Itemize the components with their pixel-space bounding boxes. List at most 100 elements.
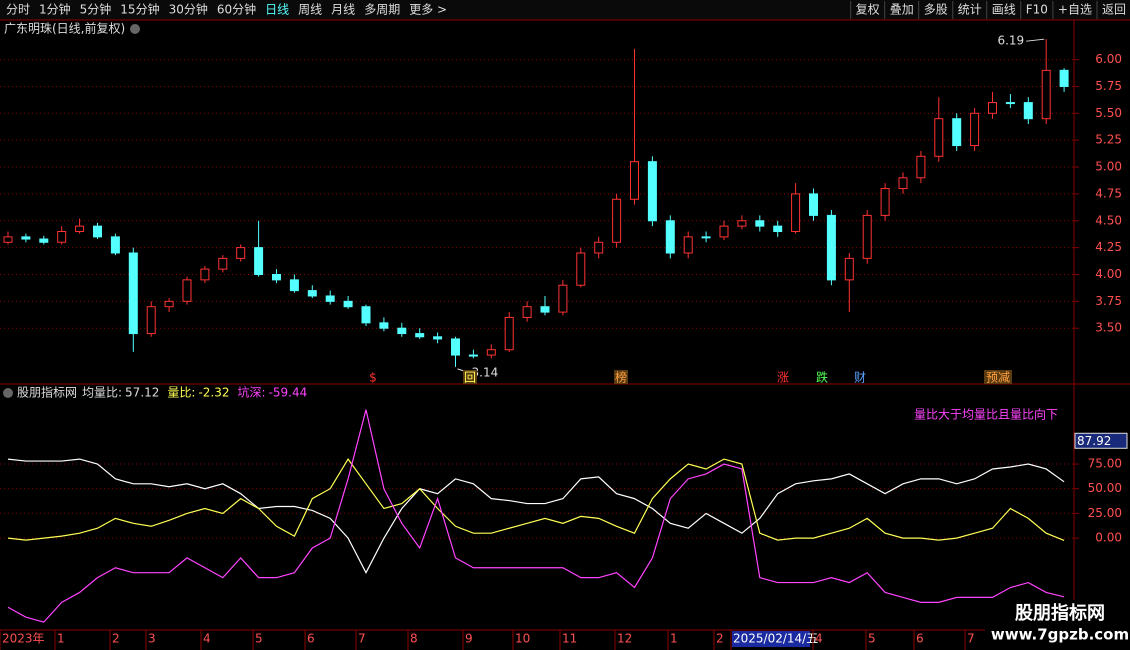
toolbar-button[interactable]: 叠加 (890, 3, 914, 17)
toolbar-item[interactable]: 更多 > (409, 3, 447, 17)
cursor-box (1074, 432, 1128, 449)
y-tick-label: 6.00 (1095, 52, 1122, 66)
candle-body (272, 273, 281, 281)
candle-body (826, 214, 836, 281)
annotation: 量比大于均量比且量比向下 (914, 407, 1058, 422)
event-marker[interactable]: 财 (854, 371, 866, 385)
candle-body (952, 118, 962, 147)
y-tick-label: 5.50 (1095, 106, 1122, 120)
candle-body (737, 220, 747, 227)
x-tick-label: 7 (358, 632, 366, 646)
candle-body (21, 236, 31, 240)
y-tick-label: 5.25 (1095, 133, 1122, 147)
x-tick-label: 2023年 (2, 632, 45, 646)
y-tick-label: 4.50 (1095, 213, 1122, 227)
y-tick-label: 5.00 (1095, 160, 1122, 174)
x-tick-label: 2025/02/14/五 (733, 632, 818, 646)
candle-body (236, 247, 246, 259)
candle-body (1041, 69, 1051, 120)
toolbar-item[interactable]: 周线 (298, 3, 322, 17)
candle-body (343, 300, 353, 308)
event-box (984, 370, 1012, 384)
legend-value: -59.44 (269, 386, 308, 400)
toolbar-button[interactable]: +自选 (1058, 3, 1092, 17)
toolbar-item[interactable]: 60分钟 (217, 2, 256, 17)
candle-body (451, 338, 460, 356)
candle-body (433, 336, 443, 340)
x-tick-label: 6 (916, 632, 924, 646)
low-label: 3.14 (472, 365, 499, 379)
toolbar (0, 0, 1130, 20)
candle-body (468, 354, 478, 357)
y-tick-label: 75.00 (1088, 457, 1122, 471)
y-tick-label: 4.00 (1095, 267, 1122, 281)
candle-body (218, 257, 228, 270)
candle-body (647, 161, 657, 222)
candle-body (880, 188, 890, 216)
y-tick-label: 5.75 (1095, 79, 1122, 93)
high-arrow (1026, 38, 1045, 42)
toolbar-item[interactable]: 1分钟 (39, 2, 71, 17)
candle-body (57, 231, 67, 243)
toolbar-item[interactable]: 30分钟 (169, 2, 208, 17)
candle-body (809, 193, 818, 216)
legend-name: 量比: (167, 386, 195, 400)
y-tick-label: 3.75 (1095, 294, 1122, 308)
candle-body (844, 257, 854, 281)
candle-body (612, 198, 622, 243)
candle-body (755, 220, 765, 227)
candle-body (665, 220, 675, 254)
candle-body (558, 284, 568, 313)
toolbar-item[interactable]: 15分钟 (120, 2, 159, 17)
candle-body (540, 306, 550, 313)
candle-body (397, 327, 407, 335)
candle-body (415, 333, 425, 338)
x-tick-label: 2 (112, 632, 120, 646)
event-marker[interactable]: 跌 (816, 370, 828, 385)
y-tick-label: 4.25 (1095, 240, 1122, 254)
candle-body (773, 225, 783, 233)
event-marker[interactable]: 回 (464, 371, 476, 385)
candle-body (93, 225, 102, 238)
y-tick-label: 50.00 (1088, 481, 1122, 495)
toolbar-button[interactable]: 多股 (924, 3, 948, 17)
y-tick-label: 3.50 (1095, 321, 1122, 335)
toolbar-button[interactable]: 复权 (856, 3, 880, 17)
candle-body (3, 236, 13, 243)
candle-body (39, 238, 49, 243)
candle-body (1005, 102, 1015, 105)
candle-body (289, 279, 299, 292)
candle-body (110, 236, 120, 254)
candle-body (934, 118, 944, 157)
candle-body (683, 236, 693, 254)
legend-name: 均量比: (82, 386, 122, 400)
indicator-menu[interactable] (3, 388, 13, 398)
candle-body (379, 322, 389, 329)
toolbar-item[interactable]: 月线 (331, 3, 355, 17)
title-menu[interactable] (130, 24, 140, 34)
x-tick-label: 5 (255, 632, 263, 646)
x-tick-label: 7 (967, 632, 975, 646)
toolbar-item[interactable]: 日线 (265, 3, 289, 17)
toolbar-item[interactable]: 5分钟 (80, 2, 112, 17)
candle-body (970, 112, 980, 147)
x-tick-label: 4 (815, 632, 823, 646)
event-marker[interactable]: 预减 (986, 371, 1010, 385)
toolbar-button[interactable]: F10 (1026, 3, 1048, 17)
x-tick-label: 9 (465, 632, 473, 646)
event-marker[interactable]: 榜 (615, 370, 627, 385)
indicator-line (7, 458, 1065, 541)
toolbar-button[interactable]: 画线 (992, 3, 1016, 17)
toolbar-button[interactable]: 返回 (1102, 3, 1126, 17)
toolbar-button[interactable]: 统计 (958, 3, 982, 17)
event-marker[interactable]: $ (369, 371, 377, 385)
toolbar-item[interactable]: 分时 (6, 3, 30, 17)
chart-title: 广东明珠(日线,前复权) (4, 21, 125, 36)
event-marker[interactable]: 涨 (777, 370, 789, 385)
indicator-line (7, 458, 1065, 575)
x-tick-label: 2 (716, 632, 724, 646)
candle-body (594, 241, 604, 254)
event-box (463, 370, 477, 384)
toolbar-item[interactable]: 多周期 (364, 3, 400, 17)
